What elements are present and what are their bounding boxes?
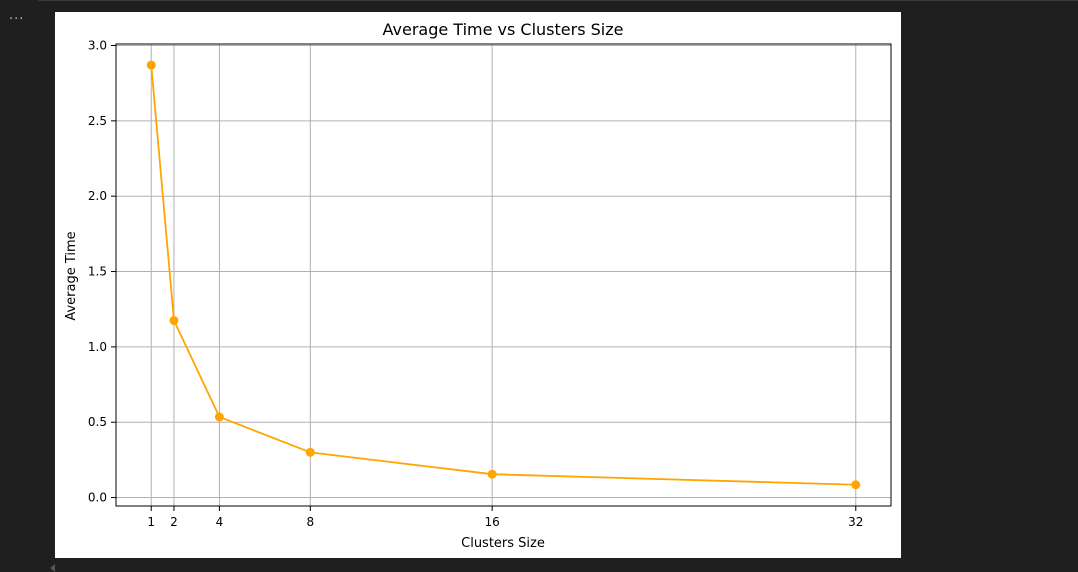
x-tick-label: 32 <box>848 515 863 529</box>
resize-corner-icon <box>50 564 55 572</box>
data-point <box>214 412 224 422</box>
y-tick-label: 1.5 <box>88 265 107 279</box>
y-tick-label: 2.0 <box>88 189 107 203</box>
x-tick-label: 16 <box>484 515 499 529</box>
series-line <box>150 65 856 486</box>
y-tick-label: 3.0 <box>88 39 107 53</box>
x-tick-label: 1 <box>147 515 155 529</box>
y-tick-label: 2.5 <box>88 114 107 128</box>
chart-title: Average Time vs Clusters Size <box>383 20 624 39</box>
line-chart: Average Time vs Clusters Size Clusters S… <box>64 20 892 551</box>
x-tick-label: 8 <box>306 515 314 529</box>
data-point <box>487 469 497 479</box>
grid-lines <box>116 44 891 506</box>
y-tick-label: 0.5 <box>88 415 107 429</box>
x-tick-label: 4 <box>216 515 224 529</box>
y-tick-label: 0.0 <box>88 491 107 505</box>
plot-frame <box>115 43 892 507</box>
x-axis-label: Clusters Size <box>461 536 545 551</box>
data-point <box>169 316 179 326</box>
cell-output: Average Time vs Clusters Size Clusters S… <box>55 12 901 558</box>
cell-divider <box>38 0 1078 3</box>
data-point <box>146 60 156 70</box>
more-actions-icon[interactable]: ... <box>9 8 25 23</box>
y-tick-label: 1.0 <box>88 340 107 354</box>
x-tick-label: 2 <box>170 515 178 529</box>
axis-ticks: 1 2 4 8 16 32 0.0 0.5 1.0 1.5 2.0 2.5 3.0 <box>88 39 864 529</box>
series-layer <box>146 60 861 490</box>
y-axis-label: Average Time <box>64 231 79 320</box>
data-point <box>851 480 861 490</box>
data-point <box>305 447 315 457</box>
